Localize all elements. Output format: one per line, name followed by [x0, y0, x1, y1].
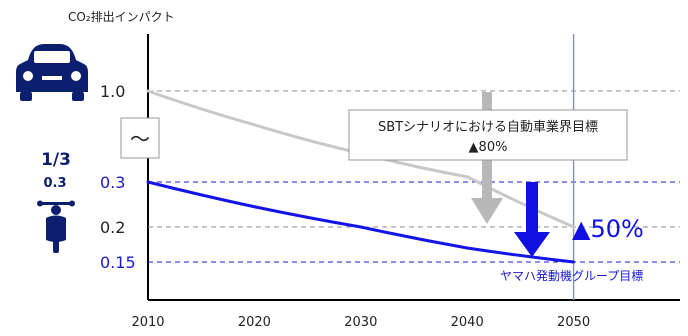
y-tick-label: 0.2 [100, 218, 125, 237]
ratio-value: 0.3 [43, 176, 66, 191]
car-icon [16, 44, 88, 101]
yamaha-reduction-arrow [514, 182, 550, 257]
y-axis-title: CO₂排出インパクト [68, 10, 175, 24]
x-tick-label: 2010 [131, 315, 164, 330]
motorcycle-icon [37, 200, 75, 253]
sbt-callout-line1: SBTシナリオにおける自動車業界目標 [378, 119, 598, 135]
y-tick-label: 0.15 [100, 253, 136, 272]
axis-break-box [120, 117, 160, 159]
ratio-label: 1/3 [41, 150, 71, 170]
yamaha-target-label: ヤマハ発動機グループ目標 [500, 268, 643, 283]
sbt-callout-box [348, 109, 628, 161]
x-tick-label: 2040 [451, 315, 484, 330]
x-tick-label: 2020 [238, 315, 271, 330]
x-tick-label: 2030 [344, 315, 377, 330]
x-tick-label: 2050 [557, 315, 590, 330]
y-tick-label: 1.0 [100, 82, 125, 101]
axis-break-symbol: 〜 [130, 127, 150, 151]
yamaha-reduction-label: ▲50% [572, 215, 644, 243]
sbt-callout-line2: ▲80% [469, 140, 508, 155]
series-line [146, 180, 576, 264]
y-tick-label: 0.3 [100, 173, 125, 192]
